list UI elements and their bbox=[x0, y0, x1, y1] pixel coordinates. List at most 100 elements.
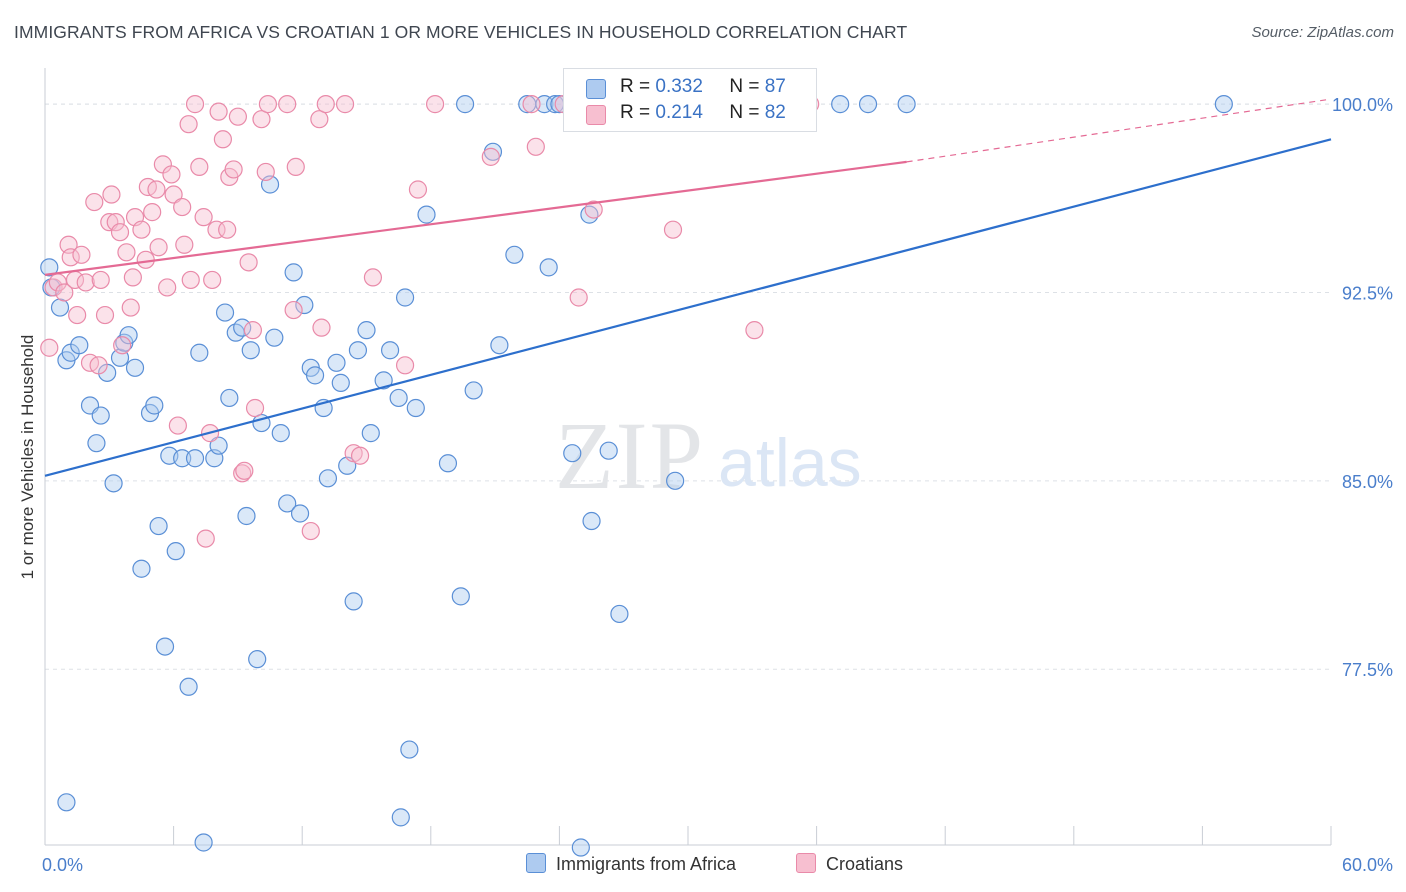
africa-point bbox=[348, 341, 368, 360]
africa-point bbox=[305, 366, 325, 385]
croatians-point bbox=[310, 110, 329, 129]
croatians-point bbox=[147, 180, 166, 199]
africa-point bbox=[57, 793, 76, 812]
africa-point bbox=[344, 592, 363, 611]
africa-point bbox=[831, 95, 850, 114]
stats-legend: R = 0.332 N = 87 R = 0.214 N = 82 bbox=[563, 68, 817, 132]
croatians-point bbox=[121, 298, 140, 317]
africa-point bbox=[582, 511, 601, 531]
africa-point bbox=[391, 808, 410, 827]
croatians-point bbox=[164, 185, 183, 204]
africa-point bbox=[173, 449, 192, 468]
croatians-point bbox=[85, 192, 104, 212]
africa-point bbox=[91, 406, 110, 425]
africa-point bbox=[190, 343, 209, 362]
africa-point bbox=[194, 833, 213, 852]
croatians-point bbox=[425, 95, 445, 114]
africa-point bbox=[438, 454, 458, 473]
x-ticks bbox=[44, 826, 1332, 845]
y-tick-label: 100.0% bbox=[1332, 95, 1393, 115]
africa-point bbox=[248, 650, 267, 669]
bottom-legend-croatians[interactable]: Croatians bbox=[796, 853, 903, 875]
croatians-point bbox=[213, 130, 232, 149]
watermark-atlas: atlas bbox=[718, 425, 862, 501]
africa-point bbox=[241, 341, 260, 360]
croatians-point bbox=[252, 110, 271, 129]
africa-point bbox=[539, 258, 558, 277]
croatians-point bbox=[110, 223, 130, 242]
croatians-point bbox=[526, 137, 545, 156]
croatians-point bbox=[224, 160, 243, 179]
africa-point bbox=[455, 95, 475, 114]
africa-point bbox=[897, 95, 916, 114]
y-tick-labels: 77.5% 85.0% 92.5% 100.0% bbox=[1332, 95, 1393, 680]
croatians-point bbox=[68, 305, 87, 325]
africa-point bbox=[70, 336, 89, 355]
croatians-point bbox=[190, 157, 209, 177]
croatians-point bbox=[168, 416, 187, 435]
africa-point bbox=[599, 441, 618, 460]
legend-r-label: R = bbox=[620, 102, 656, 123]
africa-point bbox=[209, 436, 228, 455]
africa-point bbox=[357, 321, 376, 340]
source-label: Source: ZipAtlas.com bbox=[1251, 24, 1394, 41]
croatians-point bbox=[233, 464, 252, 483]
legend-n-label: N = bbox=[729, 76, 765, 97]
africa-point bbox=[563, 444, 582, 463]
trend-lines bbox=[44, 98, 1332, 477]
croatians-point bbox=[102, 185, 121, 204]
africa-point bbox=[417, 205, 436, 224]
croatians-point bbox=[286, 157, 305, 177]
croatians-point bbox=[117, 243, 136, 262]
africa-point bbox=[87, 434, 106, 453]
croatians-point bbox=[181, 270, 200, 290]
x-tick-label-min: 0.0% bbox=[42, 855, 83, 875]
croatians-point bbox=[40, 338, 59, 357]
chart-title: IMMIGRANTS FROM AFRICA VS CROATIAN 1 OR … bbox=[14, 22, 908, 42]
africa-point bbox=[132, 559, 151, 578]
africa-point bbox=[1214, 95, 1233, 114]
bottom-legend-swatch-blue bbox=[526, 853, 546, 873]
africa-point bbox=[284, 263, 303, 282]
series-immigrants-from-africa bbox=[40, 95, 1233, 857]
croatians-point bbox=[301, 521, 320, 541]
croatians-point bbox=[395, 356, 415, 375]
x-tick-label-max: 60.0% bbox=[1342, 855, 1393, 875]
africa-point bbox=[395, 288, 415, 307]
croatians-point bbox=[235, 461, 254, 480]
africa-point bbox=[666, 471, 685, 490]
bottom-legend-label-croatians: Croatians bbox=[826, 854, 904, 874]
legend-n-value: 82 bbox=[764, 102, 786, 123]
africa-point bbox=[400, 740, 419, 759]
legend-r-value: 0.214 bbox=[655, 102, 703, 123]
bottom-legend-swatch-pink bbox=[796, 853, 816, 873]
y-tick-label: 77.5% bbox=[1342, 660, 1393, 680]
africa-point bbox=[535, 95, 554, 114]
africa-point bbox=[858, 95, 878, 114]
croatians-point bbox=[363, 268, 383, 287]
africa-point bbox=[50, 298, 70, 317]
croatians-point bbox=[149, 238, 168, 257]
croatians-trend-extension bbox=[906, 98, 1332, 163]
bottom-legend-africa[interactable]: Immigrants from Africa bbox=[526, 853, 736, 875]
y-tick-label: 92.5% bbox=[1342, 283, 1393, 303]
series-croatians bbox=[40, 95, 820, 548]
croatians-point bbox=[207, 220, 226, 239]
croatians-point bbox=[203, 270, 222, 290]
africa-point bbox=[220, 388, 239, 408]
croatians-point bbox=[239, 253, 258, 272]
africa-point bbox=[149, 516, 168, 536]
croatians-point bbox=[173, 197, 192, 217]
africa-point bbox=[451, 587, 470, 606]
croatians-point bbox=[113, 336, 132, 355]
croatians-point bbox=[584, 200, 603, 219]
croatians-point bbox=[132, 220, 151, 239]
croatians-point bbox=[158, 278, 177, 297]
croatians-point bbox=[89, 356, 108, 375]
africa-point bbox=[271, 424, 290, 443]
y-tick-label: 85.0% bbox=[1342, 472, 1393, 492]
africa-point bbox=[185, 449, 205, 468]
croatians-point bbox=[162, 165, 181, 184]
africa-point bbox=[380, 341, 400, 360]
bottom-legend-label-africa: Immigrants from Africa bbox=[556, 854, 737, 874]
